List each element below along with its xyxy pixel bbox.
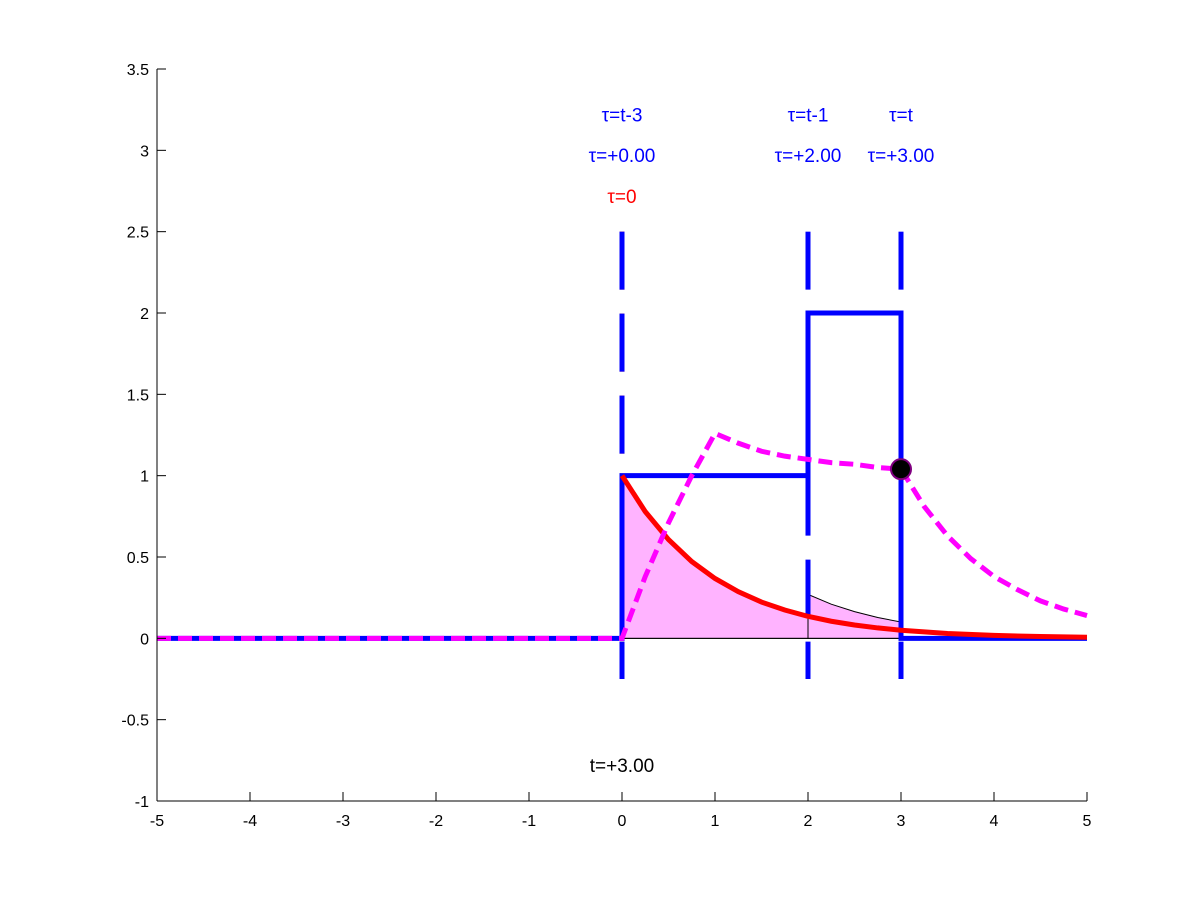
x-tick-label: 3: [897, 813, 906, 830]
series-line-0: [157, 310, 1087, 641]
x-tick-label: -2: [429, 813, 443, 830]
x-tick-label: -3: [336, 813, 350, 830]
annotation-label: τ=+0.00: [589, 146, 656, 167]
y-tick-label: -0.5: [121, 713, 149, 730]
series-line-1: [619, 474, 1088, 640]
y-tick-label: 2.5: [127, 225, 149, 242]
annotation-layer: τ=t-3 τ=+0.00 τ=0 τ=t-1 τ=+2.00 τ=t τ=+3.00 t=+…: [589, 106, 935, 778]
y-tick-label: 3: [140, 143, 149, 160]
x-tick-label: 1: [711, 813, 720, 830]
current-point-marker: [890, 458, 912, 481]
x-tick-label: -5: [150, 813, 164, 830]
series-line-2: [157, 430, 1088, 641]
annotation-label: τ=t: [889, 106, 914, 127]
axes-layer: -5 -4 -3 -2 -1 0 1 2 3 4 5 -1 -0.5 0 0.5 1 1.5 2 2.5 3 3.5: [121, 62, 1091, 830]
y-tick-label: -1: [135, 794, 149, 811]
x-tick-label: 5: [1083, 813, 1092, 830]
y-tick-label: 0.5: [127, 550, 149, 567]
y-tick-label: 1: [140, 469, 149, 486]
annotation-label: τ=t-1: [788, 106, 829, 127]
annotation-label: τ=t-3: [602, 106, 643, 127]
y-tick-label: 2: [140, 306, 149, 323]
x-tick-label: -1: [522, 813, 536, 830]
annotation-label: τ=+2.00: [775, 146, 842, 167]
series-layer: [157, 310, 1088, 641]
y-tick-label: 3.5: [127, 62, 149, 79]
annotation-label: τ=+3.00: [868, 146, 935, 167]
y-tick-label: 1.5: [127, 387, 149, 404]
x-tick-label: 2: [804, 813, 813, 830]
x-tick-label: -4: [243, 813, 257, 830]
y-tick-label: 0: [140, 631, 149, 648]
x-tick-label: 0: [618, 813, 627, 830]
shaded-area-0: [621, 473, 809, 639]
shaded-area-1: [807, 593, 902, 639]
annotation-label: τ=0: [607, 187, 636, 208]
x-tick-label: 4: [990, 813, 999, 830]
annotation-label: t=+3.00: [590, 756, 654, 777]
